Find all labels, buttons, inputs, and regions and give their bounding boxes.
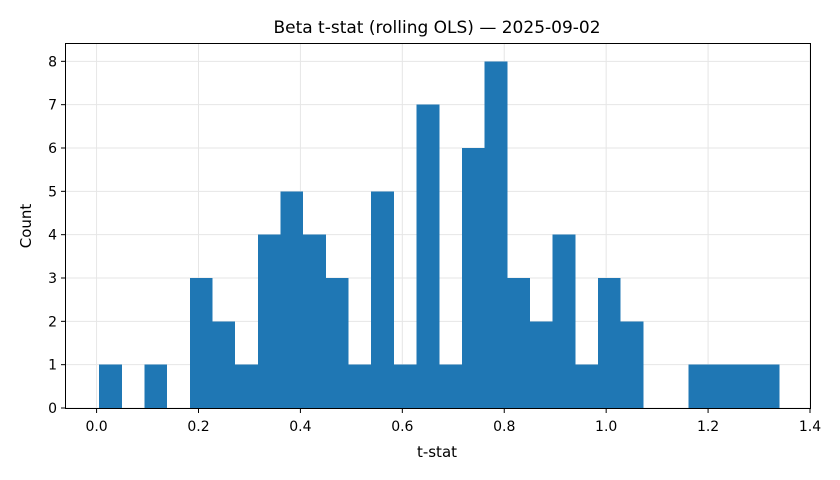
y-axis: 0 1 2 3 4 5 6 7 8 <box>48 54 66 417</box>
histogram-bar <box>552 234 576 408</box>
x-tick-label: 0.6 <box>391 419 413 435</box>
histogram-bar <box>393 364 417 408</box>
histogram-bar <box>99 364 122 408</box>
histogram-bar <box>212 321 236 408</box>
histogram-bar <box>439 364 462 408</box>
x-axis: 0.0 0.2 0.4 0.6 0.8 1.0 1.2 1.4 <box>85 408 821 435</box>
histogram-bar <box>235 364 258 408</box>
x-axis-label: t-stat <box>417 443 457 461</box>
y-tick-label: 1 <box>48 358 57 374</box>
chart-title: Beta t-stat (rolling OLS) — 2025-09-02 <box>273 18 600 38</box>
y-tick-label: 6 <box>48 141 57 157</box>
histogram-bar <box>257 234 281 408</box>
histogram-bar <box>348 364 372 408</box>
histogram-bar <box>189 278 213 408</box>
y-tick-label: 5 <box>48 184 57 200</box>
x-tick-label: 0.0 <box>85 419 107 435</box>
x-tick-label: 1.2 <box>697 419 719 435</box>
histogram-bar <box>507 278 530 408</box>
y-tick-label: 4 <box>48 228 57 244</box>
y-tick-label: 3 <box>48 271 57 287</box>
x-tick-label: 0.8 <box>493 419 515 435</box>
x-tick-label: 0.4 <box>289 419 311 435</box>
plot-frame <box>65 43 811 409</box>
y-tick-label: 8 <box>48 54 57 70</box>
x-tick-label: 1.0 <box>595 419 617 435</box>
y-tick-label: 2 <box>48 314 57 330</box>
histogram-bar <box>325 278 349 408</box>
histogram-bar <box>711 364 735 408</box>
histogram-bar <box>144 364 168 408</box>
histogram-bar <box>598 278 621 408</box>
histogram-bar <box>416 104 440 409</box>
histogram-bar <box>688 364 712 408</box>
histogram-bar <box>620 321 644 408</box>
histogram-bar <box>756 364 780 408</box>
histogram-bar <box>575 364 599 408</box>
y-axis-label: Count <box>17 204 35 249</box>
y-tick-label: 0 <box>48 401 57 417</box>
x-tick-label: 1.4 <box>799 419 821 435</box>
y-tick-label: 7 <box>48 98 57 114</box>
histogram-bar <box>371 191 394 408</box>
histogram-bar <box>484 61 508 408</box>
histogram-bar <box>461 148 485 408</box>
histogram-bar <box>280 191 304 408</box>
histogram-bar <box>303 234 326 408</box>
histogram-bars <box>99 61 780 409</box>
x-tick-label: 0.2 <box>187 419 209 435</box>
histogram-bar <box>529 321 553 408</box>
histogram-bar <box>734 364 757 408</box>
